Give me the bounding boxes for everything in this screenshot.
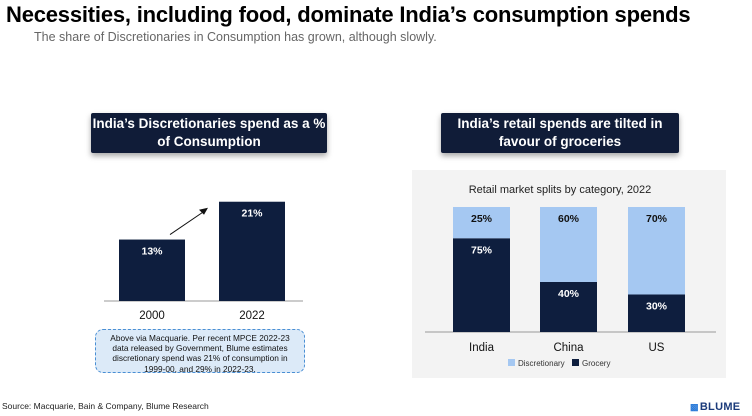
bar-label: 21% bbox=[241, 208, 263, 220]
segment-discretionary-us bbox=[628, 207, 685, 295]
note-box: Above via Macquarie. Per recent MPCE 202… bbox=[95, 329, 305, 374]
logo-mark-icon: ▩ bbox=[690, 402, 699, 412]
segment-label: 25% bbox=[471, 213, 493, 225]
blume-logo: ▩BLUME bbox=[690, 401, 740, 413]
bar-2022 bbox=[219, 201, 285, 301]
x-tick-label: 2022 bbox=[239, 310, 265, 322]
discretionary-share-chart: 13% 2000 21% 2022 bbox=[104, 201, 303, 322]
legend-label-grocery: Grocery bbox=[582, 359, 610, 368]
segment-discretionary-india bbox=[453, 207, 510, 239]
segment-label: 60% bbox=[558, 213, 580, 225]
legend-swatch-discretionary bbox=[508, 359, 515, 366]
chart-title: Retail market splits by category, 2022 bbox=[469, 184, 652, 196]
segment-grocery-india bbox=[453, 238, 510, 332]
page-subtitle: The share of Discretionaries in Consumpt… bbox=[34, 30, 437, 44]
segment-label: 75% bbox=[471, 244, 493, 256]
segment-label: 30% bbox=[646, 301, 668, 313]
left-panel-title: India’s Discretionaries spend as a % of … bbox=[91, 113, 327, 153]
right-panel-title: India’s retail spends are tilted in favo… bbox=[441, 113, 679, 153]
segment-grocery-china bbox=[540, 282, 597, 332]
x-tick-label: India bbox=[469, 342, 495, 354]
segment-grocery-us bbox=[628, 294, 685, 332]
segment-discretionary-china bbox=[540, 207, 597, 282]
page-title: Necessities, including food, dominate In… bbox=[6, 2, 691, 27]
segment-label: 40% bbox=[558, 288, 580, 300]
bar-2000 bbox=[119, 239, 185, 301]
legend-label-discretionary: Discretionary bbox=[518, 359, 565, 368]
retail-split-chart: Retail market splits by category, 2022 75… bbox=[425, 184, 716, 368]
logo-text: BLUME bbox=[699, 401, 741, 413]
source-note: Source: Macquarie, Bain & Company, Blume… bbox=[2, 401, 209, 411]
legend-swatch-grocery bbox=[572, 359, 579, 366]
segment-label: 70% bbox=[646, 213, 668, 225]
bar-label: 13% bbox=[141, 246, 163, 258]
growth-arrow bbox=[169, 210, 206, 235]
growth-arrow-head bbox=[199, 207, 208, 215]
x-tick-label: 2000 bbox=[139, 310, 165, 322]
x-tick-label: US bbox=[649, 342, 665, 354]
x-tick-label: China bbox=[553, 342, 584, 354]
